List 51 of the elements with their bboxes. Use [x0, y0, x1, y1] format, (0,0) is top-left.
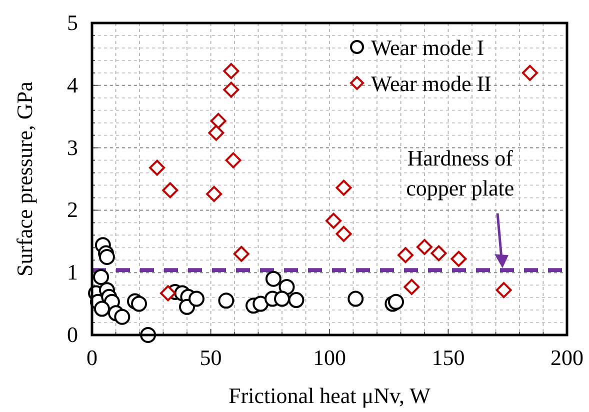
point — [404, 278, 420, 295]
y-tick-label: 3 — [67, 134, 78, 160]
point — [233, 246, 250, 262]
legend-label: Wear mode II — [371, 71, 492, 96]
point — [326, 212, 342, 229]
point — [278, 278, 295, 295]
y-tick-label: 4 — [67, 72, 78, 98]
point — [149, 160, 166, 176]
point — [265, 270, 282, 287]
point — [114, 308, 130, 325]
point — [208, 124, 224, 141]
point — [218, 292, 234, 309]
point — [336, 180, 352, 196]
point — [388, 294, 404, 310]
point — [98, 249, 115, 265]
point — [93, 268, 110, 285]
point — [416, 239, 432, 256]
y-tick-label: 5 — [67, 10, 78, 35]
point — [223, 63, 240, 80]
legend-label: Wear mode I — [371, 35, 484, 60]
point — [225, 152, 242, 168]
y-axis-title: Surface pressure, GPa — [12, 81, 37, 276]
x-axis-title: Frictional heat μNv, W — [228, 383, 431, 408]
point — [210, 112, 226, 129]
point — [430, 245, 447, 262]
point — [94, 300, 110, 317]
x-tick-label: 150 — [432, 345, 465, 370]
point — [288, 292, 304, 308]
annotation: Hardness of copper plate — [406, 145, 514, 200]
y-tick-label: 2 — [67, 197, 78, 222]
point — [188, 290, 204, 307]
point — [450, 250, 467, 267]
point — [179, 298, 195, 315]
point — [162, 182, 178, 198]
point — [206, 186, 222, 202]
y-tick-label: 1 — [67, 260, 78, 285]
point — [160, 285, 176, 302]
point — [336, 226, 352, 242]
point — [398, 247, 414, 264]
point — [223, 82, 240, 98]
x-tick-label: 100 — [313, 345, 346, 370]
x-tick-label: 200 — [550, 345, 584, 370]
point — [522, 64, 538, 81]
point — [252, 296, 269, 312]
x-tick-label: 50 — [200, 345, 222, 370]
point — [274, 290, 290, 307]
y-tick-label: 0 — [67, 322, 78, 347]
x-tick-label: 0 — [86, 345, 98, 370]
point — [131, 296, 148, 312]
point — [348, 290, 364, 307]
point — [496, 282, 512, 298]
